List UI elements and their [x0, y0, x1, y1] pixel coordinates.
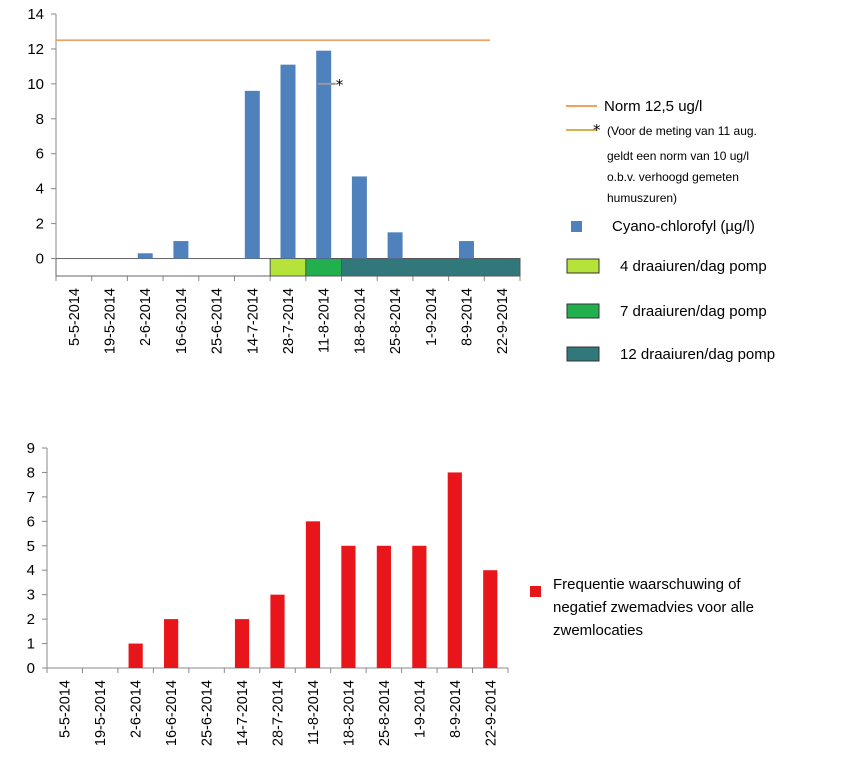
legend-pump7-swatch: [566, 303, 600, 319]
x-tick-label: 8-9-2014: [459, 288, 475, 346]
y-tick-label: 9: [27, 440, 35, 457]
x-tick-label: 14-7-2014: [235, 680, 251, 746]
frequency-legend: Frequentie waarschuwing of negatief zwem…: [530, 576, 754, 639]
x-tick-label: 22-9-2014: [495, 288, 511, 354]
chlorophyll-x-ticks: 5-5-2014 19-5-2014 2-6-2014 16-6-2014 25-6-2…: [67, 288, 511, 354]
frequency-bar: [341, 545, 356, 668]
legend-pump12-label: 12 draaiuren/dag pomp: [620, 346, 775, 363]
chlorophyll-bar: [244, 90, 260, 259]
x-tick-label: 11-8-2014: [317, 288, 333, 353]
special-norm-marker: *: [336, 76, 344, 94]
x-tick-label: 18-8-2014: [341, 680, 357, 746]
y-tick-label: 14: [27, 6, 44, 23]
frequency-chart: 0 1 2 3 4 5 6 7 8 9 5-5-2014 19-5-2014 2-6-2014 16-6…: [27, 440, 509, 746]
frequency-bar: [447, 472, 462, 668]
legend-norm-label: Norm 12,5 ug/l: [604, 98, 702, 115]
legend-special-norm-line-3: o.b.v. verhoogd gemeten: [607, 170, 739, 184]
x-tick-label: 25-8-2014: [377, 680, 393, 746]
x-tick-label: 18-8-2014: [352, 288, 368, 354]
legend-pump12-swatch: [566, 346, 600, 362]
chlorophyll-bar: [351, 176, 367, 259]
y-tick-label: 8: [36, 111, 44, 128]
frequency-x-ticks: 5-5-2014 19-5-2014 2-6-2014 16-6-2014 25-6-2…: [58, 680, 500, 746]
legend-special-norm-line-2: geldt een norm van 10 ug/l: [607, 149, 749, 163]
y-tick-label: 1: [27, 636, 35, 653]
x-tick-label: 5-5-2014: [67, 288, 83, 346]
chlorophyll-bar: [173, 241, 189, 259]
x-tick-label: 11-8-2014: [306, 680, 322, 745]
x-tick-label: 8-9-2014: [448, 680, 464, 738]
y-tick-label: 7: [27, 489, 35, 506]
legend-frequency-line-2: negatief zwemadvies voor alle: [553, 599, 754, 616]
chlorophyll-bars: [137, 50, 474, 259]
legend-pump4-swatch: [566, 258, 600, 274]
frequency-bar: [483, 570, 498, 668]
x-tick-label: 25-6-2014: [200, 680, 216, 746]
frequency-bars: [128, 472, 498, 668]
x-tick-label: 1-9-2014: [412, 680, 428, 738]
x-tick-label: 2-6-2014: [129, 680, 145, 738]
legend-chlorophyll-swatch: [571, 221, 582, 232]
y-tick-label: 4: [27, 562, 35, 579]
legend-frequency-swatch: [530, 586, 541, 597]
frequency-bar: [234, 619, 250, 668]
x-tick-label: 1-9-2014: [424, 288, 440, 346]
x-tick-label: 5-5-2014: [58, 680, 74, 738]
x-tick-label: 25-8-2014: [388, 288, 404, 354]
chlorophyll-bar: [137, 253, 153, 259]
frequency-y-ticks: 0 1 2 3 4 5 6 7 8 9: [27, 440, 47, 677]
pump-period-3: [341, 258, 521, 277]
x-tick-label: 28-7-2014: [271, 680, 287, 746]
chlorophyll-bar: [316, 50, 332, 259]
frequency-bar: [412, 545, 427, 668]
legend-frequency-line-3: zwemlocaties: [553, 622, 643, 639]
x-tick-label: 25-6-2014: [210, 288, 226, 354]
x-tick-label: 19-5-2014: [93, 680, 109, 746]
y-tick-label: 8: [27, 464, 35, 481]
pump-period-band: [55, 258, 521, 277]
legend-special-norm-line-1: (Voor de meting van 11 aug.: [607, 124, 757, 138]
frequency-bar: [270, 594, 285, 668]
y-tick-label: 5: [27, 538, 35, 555]
legend-special-norm-line-4: humuszuren): [607, 191, 677, 205]
y-tick-label: 10: [27, 76, 44, 93]
chlorophyll-bar: [458, 241, 474, 259]
chlorophyll-bar: [387, 232, 403, 259]
frequency-bar: [164, 619, 179, 668]
legend-pump7-label: 7 draaiuren/dag pomp: [620, 303, 767, 320]
chlorophyll-y-ticks: 0 2 4 6 8 10 12 14: [27, 6, 56, 268]
pump-period-1: [269, 258, 307, 277]
legend-frequency-line-1: Frequentie waarschuwing of: [553, 576, 741, 593]
x-tick-label: 14-7-2014: [245, 288, 261, 354]
x-tick-label: 16-6-2014: [164, 680, 180, 746]
y-tick-label: 6: [27, 513, 35, 530]
pump-period-2: [305, 258, 343, 277]
frequency-bar: [305, 521, 321, 668]
x-tick-label: 28-7-2014: [281, 288, 297, 354]
chlorophyll-legend: Norm 12,5 ug/l * (Voor de meting van 11 …: [566, 98, 775, 363]
x-tick-label: 2-6-2014: [138, 288, 154, 346]
chlorophyll-bar: [280, 64, 296, 259]
y-tick-label: 0: [27, 660, 35, 677]
y-tick-label: 3: [27, 587, 35, 604]
y-tick-label: 4: [36, 181, 44, 198]
frequency-bar: [128, 643, 143, 668]
x-tick-label: 16-6-2014: [174, 288, 190, 354]
y-tick-label: 12: [27, 41, 44, 58]
y-tick-label: 6: [36, 146, 44, 163]
y-tick-label: 2: [36, 216, 44, 233]
frequency-bar: [376, 545, 391, 668]
x-tick-label: 22-9-2014: [483, 680, 499, 746]
chlorophyll-chart: * 0 2 4 6 8 10 12 14 5-5-2014 19-5-2014 2-6-2014 1…: [27, 6, 521, 354]
legend-pump4-label: 4 draaiuren/dag pomp: [620, 258, 767, 275]
x-tick-label: 19-5-2014: [103, 288, 119, 354]
legend-special-norm-marker: *: [593, 121, 601, 139]
y-tick-label: 2: [27, 611, 35, 628]
y-tick-label: 0: [36, 251, 44, 268]
legend-chlorophyll-label: Cyano-chlorofyl (µg/l): [612, 218, 755, 235]
